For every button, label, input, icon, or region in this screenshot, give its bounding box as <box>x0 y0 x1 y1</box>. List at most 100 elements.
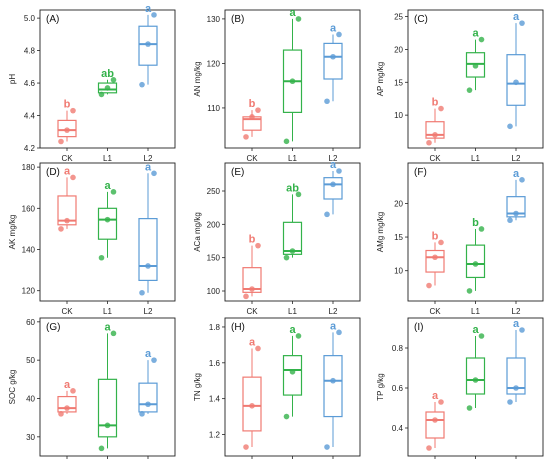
box-l2: a <box>138 3 158 88</box>
significance-letter: a <box>330 320 337 332</box>
box-l1: b <box>465 217 486 294</box>
significance-letter: ab <box>101 68 114 80</box>
box-l1: ab <box>97 68 118 98</box>
data-point <box>283 254 290 261</box>
data-point <box>139 289 145 296</box>
y-tick-label: 1.8 <box>209 323 221 332</box>
y-tick-label: 40 <box>26 395 35 404</box>
significance-letter: b <box>432 97 439 109</box>
data-point <box>110 189 117 195</box>
significance-letter: a <box>64 165 71 177</box>
significance-letter: a <box>513 11 520 23</box>
x-tick-label: CK <box>61 307 73 316</box>
data-point <box>507 399 513 405</box>
significance-letter: a <box>64 379 71 391</box>
panel-label: (H) <box>231 322 245 333</box>
x-tick-label: L1 <box>103 154 112 163</box>
data-point <box>255 107 261 113</box>
box-l1: a <box>465 28 486 93</box>
data-point <box>507 217 513 224</box>
data-point <box>110 77 117 83</box>
x-tick-label: CK <box>429 154 441 163</box>
x-tick-label: CK <box>246 154 258 163</box>
x-tick-label: L2 <box>329 154 338 163</box>
box-l2: a <box>506 318 526 405</box>
panel-label: (A) <box>46 14 59 25</box>
data-point <box>472 261 479 267</box>
data-point <box>110 330 117 337</box>
box-iqr <box>506 196 526 218</box>
box-iqr <box>97 207 118 240</box>
y-tick-label: 110 <box>207 104 220 113</box>
data-point <box>249 114 255 120</box>
y-tick-label: 4.2 <box>24 144 36 153</box>
panel-label: (E) <box>231 167 244 178</box>
panel-a: 4.2 4.4 4.6 4.8 5.0 CK L1 L2 pH (A) b ab a <box>8 3 176 163</box>
data-point <box>324 444 330 450</box>
data-point <box>283 138 290 145</box>
data-point <box>513 385 519 391</box>
significance-letter: a <box>513 168 520 180</box>
significance-letter: a <box>145 348 152 360</box>
y-tick-label: 200 <box>207 220 221 229</box>
data-point <box>466 288 473 294</box>
panel-label: (F) <box>414 167 427 178</box>
panel-label: (G) <box>46 322 60 333</box>
x-tick-label: L2 <box>512 307 521 316</box>
box-l2: a <box>506 168 526 224</box>
data-point <box>519 20 525 26</box>
data-point <box>98 91 105 98</box>
box-ck: b <box>242 98 262 140</box>
data-point <box>330 53 336 60</box>
data-point <box>243 293 249 300</box>
y-axis-label: AK mg/kg <box>8 215 17 250</box>
panel-h: 1.21.41.61.8CKL1L2TN g/kg(H)aaa <box>193 317 361 463</box>
box-ck: b <box>242 234 262 300</box>
y-tick-label: 60 <box>26 318 35 327</box>
box-l2: a <box>323 320 343 450</box>
y-tick-label: 4.8 <box>24 47 36 56</box>
box-l1: a <box>282 324 303 420</box>
data-point <box>255 345 261 352</box>
data-point <box>70 174 76 181</box>
significance-letter: a <box>513 318 520 330</box>
data-point <box>324 211 330 218</box>
box-l1: a <box>465 324 486 411</box>
significance-letter: a <box>472 28 479 40</box>
data-point <box>145 263 151 269</box>
y-axis-label: ACa mg/kg <box>193 212 202 252</box>
data-point <box>295 191 302 198</box>
significance-letter: a <box>432 390 439 402</box>
data-point <box>330 377 336 384</box>
data-point <box>104 216 111 223</box>
data-point <box>255 242 261 249</box>
panel-label: (I) <box>414 322 423 333</box>
box-ck: b <box>425 230 445 289</box>
data-point <box>466 405 473 411</box>
panel-e: 100 150 200 250 CK L1 L2 ACa mg/kg (E) b ab a <box>193 159 361 316</box>
data-point <box>145 41 151 47</box>
data-point <box>70 388 76 394</box>
data-point <box>324 98 330 105</box>
panel-c: 10 15 20 25 CK L1 L2 AP mg/kg (C) b a a <box>376 9 544 163</box>
significance-letter: a <box>472 324 479 336</box>
data-point <box>513 210 519 217</box>
significance-letter: b <box>432 230 439 242</box>
significance-letter: a <box>330 22 337 34</box>
data-point <box>243 134 249 140</box>
significance-letter: a <box>330 159 337 171</box>
y-tick-label: 1.4 <box>209 395 221 404</box>
significance-letter: b <box>64 99 71 111</box>
data-point <box>70 107 76 114</box>
box-iqr <box>425 411 445 439</box>
y-tick-label: 4.4 <box>24 112 36 121</box>
data-point <box>64 217 70 224</box>
box-ck: a <box>425 390 445 451</box>
box-iqr <box>97 378 118 438</box>
data-point <box>283 413 290 420</box>
data-point <box>336 329 342 336</box>
box-l2: a <box>138 161 158 296</box>
data-point <box>139 81 145 88</box>
panel-d: 120 140 160 180 CK L1 L2 AK mg/kg (D) a a a <box>8 161 176 316</box>
x-tick-label: L1 <box>288 307 297 316</box>
